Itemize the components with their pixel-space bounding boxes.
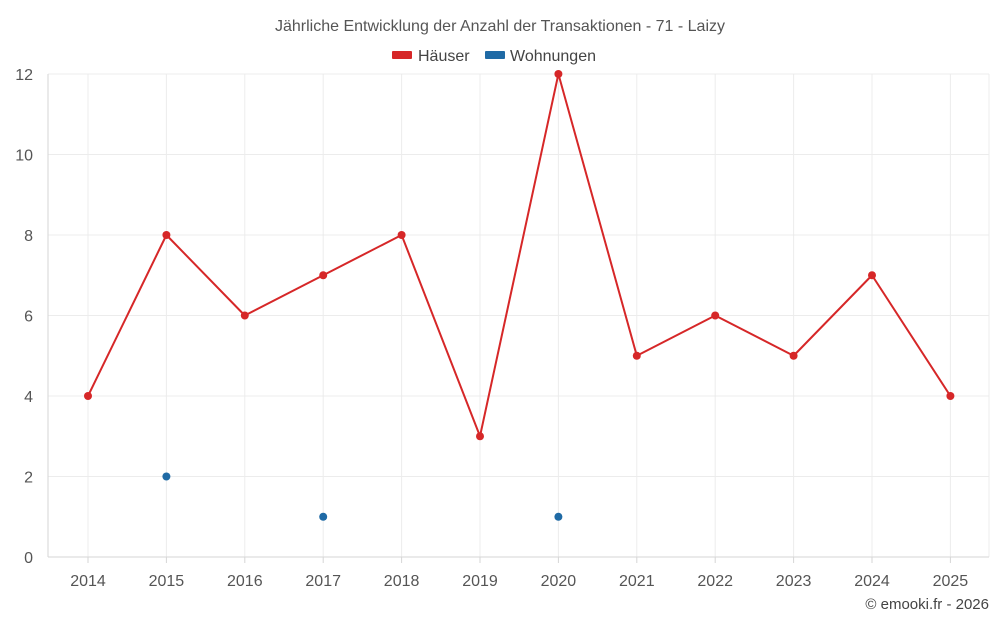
x-tick-label: 2020 — [541, 573, 577, 590]
legend-swatch-haeuser — [392, 51, 412, 59]
y-tick-label: 4 — [24, 389, 33, 406]
data-point-haeuser[interactable] — [476, 432, 484, 441]
data-point-haeuser[interactable] — [162, 231, 171, 239]
data-point-haeuser[interactable] — [946, 392, 955, 400]
x-tick-label: 2015 — [149, 573, 185, 590]
y-tick-label: 10 — [15, 148, 33, 165]
legend: Häuser Wohnungen — [392, 48, 596, 65]
x-tick-label: 2021 — [619, 573, 655, 590]
x-tick-label: 2019 — [462, 573, 498, 590]
data-point-wohnungen[interactable] — [319, 512, 328, 521]
y-tick-label: 0 — [24, 550, 33, 567]
data-point-haeuser[interactable] — [868, 271, 876, 280]
series — [84, 70, 955, 521]
legend-label-wohnungen: Wohnungen — [510, 48, 596, 65]
credit: © emooki.fr - 2026 — [865, 596, 989, 613]
data-point-haeuser[interactable] — [632, 351, 641, 360]
x-tick-label: 2025 — [933, 573, 969, 590]
legend-label-haeuser: Häuser — [418, 48, 470, 65]
legend-swatch-wohnungen — [485, 51, 505, 59]
data-point-wohnungen[interactable] — [162, 472, 171, 481]
x-tick-label: 2023 — [776, 573, 812, 590]
data-point-haeuser[interactable] — [319, 271, 328, 280]
y-tick-label: 12 — [15, 67, 33, 84]
y-tick-label: 2 — [24, 470, 33, 487]
data-point-wohnungen[interactable] — [554, 512, 563, 521]
y-tick-label: 8 — [24, 228, 33, 245]
x-tick-label: 2024 — [854, 573, 890, 590]
x-tick-label: 2016 — [227, 573, 263, 590]
x-tick-label: 2018 — [384, 573, 420, 590]
chart-title: Jährliche Entwicklung der Anzahl der Tra… — [275, 18, 725, 35]
series-line-haeuser — [87, 73, 952, 438]
data-point-haeuser[interactable] — [789, 351, 798, 360]
data-point-haeuser[interactable] — [397, 231, 406, 239]
x-tick-label: 2014 — [70, 573, 106, 590]
data-point-haeuser[interactable] — [240, 311, 249, 320]
data-point-haeuser[interactable] — [554, 70, 563, 78]
data-point-haeuser[interactable] — [711, 311, 720, 320]
grid — [48, 73, 989, 557]
x-tick-label: 2022 — [697, 573, 733, 590]
x-tick-label: 2017 — [305, 573, 341, 590]
y-tick-label: 6 — [24, 309, 33, 326]
data-point-haeuser[interactable] — [84, 392, 92, 400]
axes: 0 2 4 6 8 10 12 2014 2015 2016 2017 2018 2019 2020 202… — [15, 67, 990, 590]
